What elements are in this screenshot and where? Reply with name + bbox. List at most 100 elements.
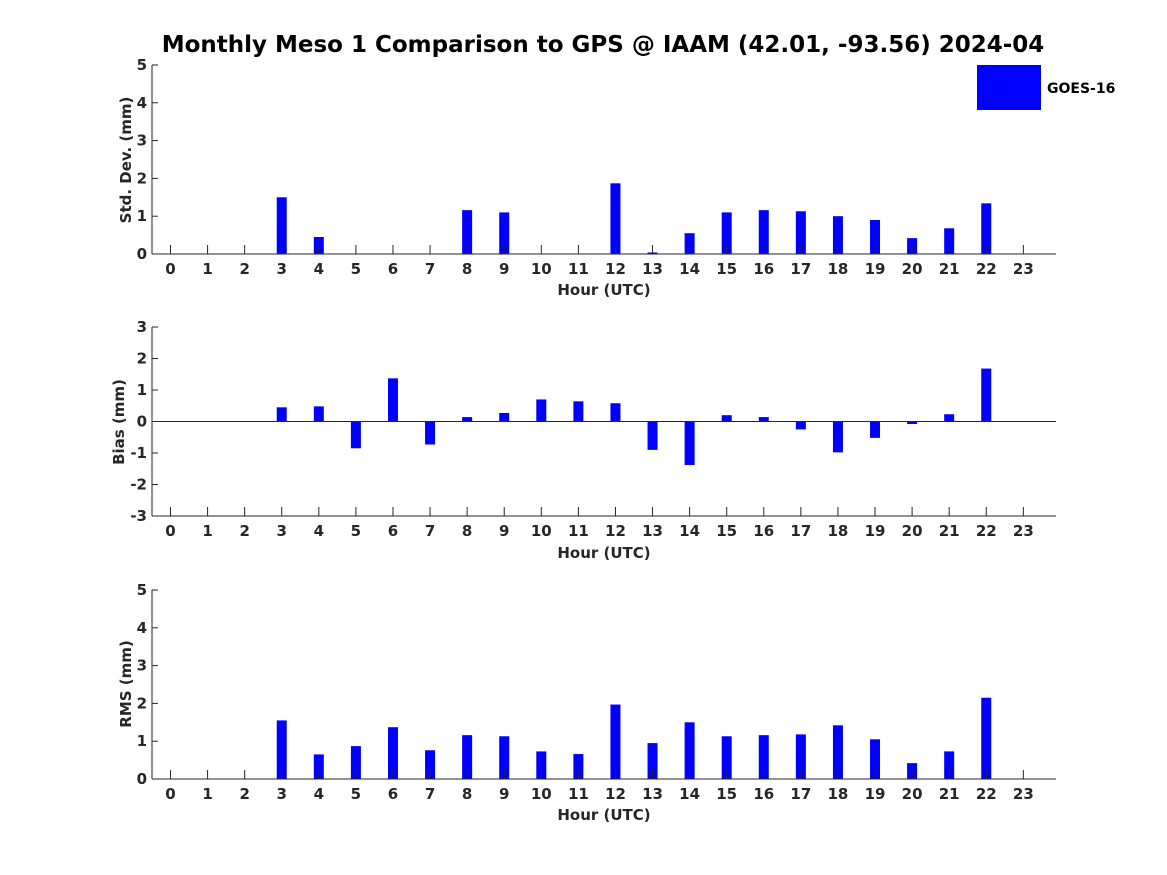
std-dev-x-tick-label: 8 xyxy=(462,260,472,278)
rms-x-tick-label: 8 xyxy=(462,785,472,803)
rms-bar xyxy=(387,727,398,779)
bias-bar xyxy=(610,403,621,422)
rms-x-tick-label: 12 xyxy=(605,785,626,803)
bias-y-tick-label: -3 xyxy=(130,507,147,525)
rms-x-tick-label: 5 xyxy=(351,785,361,803)
rms-bar xyxy=(499,736,510,779)
bias-x-tick-label: 16 xyxy=(753,522,774,540)
std-dev-x-tick-label: 15 xyxy=(716,260,737,278)
std-dev-x-tick-label: 0 xyxy=(165,260,175,278)
rms-x-tick-label: 15 xyxy=(716,785,737,803)
bias-x-tick-label: 3 xyxy=(277,522,287,540)
bias-bar xyxy=(684,421,695,465)
rms-x-tick-label: 9 xyxy=(499,785,509,803)
bias-bar xyxy=(276,407,287,422)
std-dev-bar xyxy=(832,216,843,254)
rms-x-tick-label: 22 xyxy=(976,785,997,803)
bias-bar xyxy=(647,421,658,450)
bias-y-tick-label: 1 xyxy=(137,381,147,399)
rms-x-tick-label: 10 xyxy=(531,785,552,803)
bias-x-tick-label: 13 xyxy=(642,522,663,540)
rms-y-tick-label: 4 xyxy=(137,619,147,637)
bias-x-tick-label: 9 xyxy=(499,522,509,540)
std-dev-x-tick-label: 2 xyxy=(239,260,249,278)
rms-x-tick-label: 3 xyxy=(277,785,287,803)
legend: GOES-16 xyxy=(977,65,1115,110)
rms-x-tick-label: 6 xyxy=(388,785,398,803)
rms-x-tick-label: 13 xyxy=(642,785,663,803)
std-dev-y-tick-label: 5 xyxy=(137,56,147,74)
rms-x-tick-label: 23 xyxy=(1013,785,1034,803)
bias-bar xyxy=(832,421,843,453)
bias-bar xyxy=(462,417,473,422)
rms-bar xyxy=(350,746,361,779)
bias-x-tick-label: 20 xyxy=(902,522,923,540)
bias-x-tick-label: 14 xyxy=(679,522,700,540)
rms-y-tick-label: 2 xyxy=(137,694,147,712)
std-dev-bar xyxy=(462,210,473,254)
bias-bar xyxy=(721,415,732,422)
std-dev-bar xyxy=(758,210,769,254)
bias-x-tick-label: 19 xyxy=(865,522,886,540)
bias-y-tick-label: -1 xyxy=(130,444,147,462)
rms-bar xyxy=(981,697,992,779)
std-dev-x-axis-label: Hour (UTC) xyxy=(557,281,650,299)
rms-x-tick-label: 16 xyxy=(753,785,774,803)
bias-x-tick-label: 4 xyxy=(314,522,324,540)
rms-x-tick-label: 11 xyxy=(568,785,589,803)
rms-x-tick-label: 2 xyxy=(239,785,249,803)
std-dev-y-tick-label: 1 xyxy=(137,207,147,225)
legend-label-goes-16: GOES-16 xyxy=(1047,81,1115,97)
rms-x-tick-label: 7 xyxy=(425,785,435,803)
std-dev-x-tick-label: 5 xyxy=(351,260,361,278)
bias-bar xyxy=(387,378,398,422)
bias-bar xyxy=(758,417,769,422)
rms-bar xyxy=(536,751,547,779)
std-dev-bar xyxy=(870,219,881,254)
rms-y-tick-label: 0 xyxy=(137,770,147,788)
std-dev-x-tick-label: 14 xyxy=(679,260,700,278)
std-dev-x-tick-label: 22 xyxy=(976,260,997,278)
bias-bar xyxy=(870,421,881,438)
std-dev-x-tick-label: 17 xyxy=(790,260,811,278)
bias-x-tick-label: 15 xyxy=(716,522,737,540)
rms-bar xyxy=(795,734,806,779)
bias-x-tick-label: 1 xyxy=(202,522,212,540)
bias-x-tick-label: 23 xyxy=(1013,522,1034,540)
bias-y-tick-label: 2 xyxy=(137,350,147,368)
bias-x-tick-label: 11 xyxy=(568,522,589,540)
bias-bar xyxy=(425,421,436,445)
std-dev-bar xyxy=(610,183,621,254)
bias-y-axis-label: Bias (mm) xyxy=(110,379,128,465)
rms-bar xyxy=(758,735,769,779)
std-dev-x-tick-label: 3 xyxy=(277,260,287,278)
std-dev-x-tick-label: 16 xyxy=(753,260,774,278)
bias-y-tick-label: -2 xyxy=(130,476,147,494)
rms-y-tick-label: 1 xyxy=(137,732,147,750)
bias-x-tick-label: 2 xyxy=(239,522,249,540)
std-dev-bar xyxy=(276,197,287,254)
std-dev-bar xyxy=(721,212,732,254)
std-dev-x-tick-label: 12 xyxy=(605,260,626,278)
chart-title: Monthly Meso 1 Comparison to GPS @ IAAM … xyxy=(162,32,1045,58)
rms-bar xyxy=(573,754,584,779)
rms-x-tick-label: 18 xyxy=(828,785,849,803)
std-dev-y-tick-label: 0 xyxy=(137,245,147,263)
rms-bar xyxy=(684,722,695,779)
std-dev-x-tick-label: 1 xyxy=(202,260,212,278)
bias-x-tick-label: 22 xyxy=(976,522,997,540)
rms-bar xyxy=(425,750,436,779)
rms-bar xyxy=(610,704,621,779)
bias-x-axis-label: Hour (UTC) xyxy=(557,544,650,562)
bias-bar xyxy=(536,399,547,422)
std-dev-x-tick-label: 23 xyxy=(1013,260,1034,278)
bias-bar xyxy=(350,421,361,449)
std-dev-y-tick-label: 4 xyxy=(137,94,147,112)
bias-x-tick-label: 10 xyxy=(531,522,552,540)
bias-bar xyxy=(499,412,510,422)
rms-y-axis-label: RMS (mm) xyxy=(117,640,135,727)
std-dev-bar xyxy=(981,203,992,254)
